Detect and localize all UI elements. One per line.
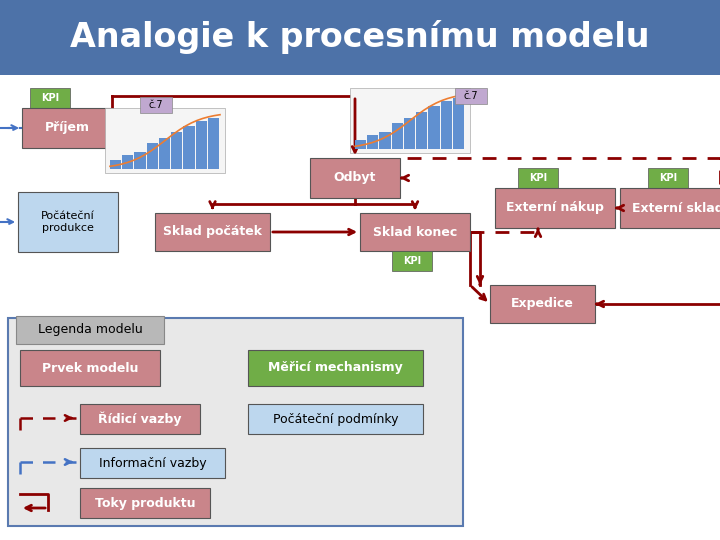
Bar (147, 143, 158, 169)
Bar (171, 132, 182, 169)
Bar (379, 132, 391, 149)
Bar (135, 152, 145, 169)
Text: Toky produktu: Toky produktu (95, 496, 195, 510)
Text: Odbyt: Odbyt (334, 172, 376, 185)
Bar (22, 108, 112, 148)
Bar (428, 106, 439, 149)
Bar (416, 112, 428, 149)
Bar (155, 213, 270, 251)
Bar (367, 135, 379, 149)
Bar (30, 88, 70, 108)
Bar (392, 123, 403, 149)
Bar (360, 213, 470, 251)
Text: KPI: KPI (41, 93, 59, 103)
Text: KPI: KPI (529, 173, 547, 183)
Bar (80, 448, 225, 478)
Text: Příjem: Příjem (45, 122, 89, 134)
Bar (80, 404, 200, 434)
Bar (490, 285, 595, 323)
Text: Analogie k procesnímu modelu: Analogie k procesnímu modelu (71, 20, 649, 54)
Bar (310, 158, 400, 198)
Bar (350, 88, 470, 153)
Bar (453, 98, 464, 149)
Bar (20, 350, 160, 386)
Bar (16, 316, 164, 344)
Text: č.7: č.7 (464, 91, 478, 101)
Text: Prvek modelu: Prvek modelu (42, 361, 138, 375)
Text: Legenda modelu: Legenda modelu (37, 323, 143, 336)
Text: Externí nákup: Externí nákup (506, 201, 604, 214)
Bar (105, 108, 225, 173)
Bar (159, 138, 170, 169)
Bar (441, 100, 451, 149)
Bar (455, 88, 487, 104)
Bar (8, 318, 463, 526)
Bar (248, 404, 423, 434)
Text: KPI: KPI (403, 256, 421, 266)
Text: Měřicí mechanismy: Měřicí mechanismy (268, 361, 403, 375)
Bar (18, 192, 118, 252)
Bar (248, 350, 423, 386)
Bar (184, 126, 194, 169)
Bar (196, 120, 207, 169)
Text: Informační vazby: Informační vazby (99, 456, 207, 469)
Text: Sklad počátek: Sklad počátek (163, 226, 262, 239)
Bar (518, 168, 558, 188)
Bar (355, 140, 366, 149)
Bar (495, 188, 615, 228)
Text: Sklad konec: Sklad konec (373, 226, 457, 239)
Bar (404, 118, 415, 149)
Text: Expedice: Expedice (511, 298, 574, 310)
Text: Počáteční podmínky: Počáteční podmínky (273, 413, 398, 426)
Bar (122, 155, 133, 169)
Bar (648, 168, 688, 188)
Bar (620, 188, 720, 228)
Text: č.7: č.7 (149, 100, 163, 110)
Text: Externí sklad: Externí sklad (631, 201, 720, 214)
Text: Počáteční
produkce: Počáteční produkce (41, 211, 95, 233)
Text: Řídicí vazby: Řídicí vazby (98, 411, 181, 426)
Bar (140, 97, 172, 113)
Bar (80, 488, 210, 518)
Bar (208, 118, 219, 169)
Bar (392, 251, 432, 271)
Bar (0, 0, 720, 75)
Text: KPI: KPI (659, 173, 677, 183)
Bar (110, 160, 121, 169)
